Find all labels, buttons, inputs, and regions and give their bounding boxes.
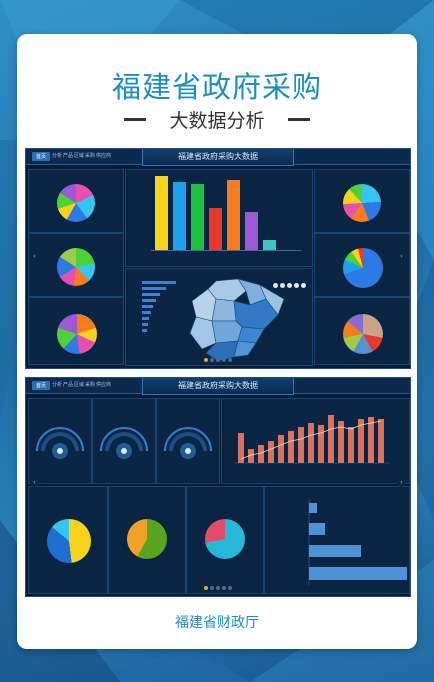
poster-subtitle: 大数据分析	[169, 110, 265, 132]
pager-dot[interactable]	[210, 358, 214, 362]
map-control-5-icon[interactable]	[301, 283, 306, 288]
nav-purchase[interactable]: 采购	[85, 153, 96, 159]
subtitle-dash-left	[124, 118, 147, 121]
nav-purchase[interactable]: 采购	[85, 382, 96, 388]
poster-card: 福建省政府采购 大数据分析 首页 分析 产品 区域 采购 供应商 福建省政府采购…	[17, 34, 417, 649]
pager-dot[interactable]	[228, 358, 232, 362]
pager-dot[interactable]	[204, 358, 208, 362]
gauge-panel-3	[156, 398, 220, 484]
combo-chart	[234, 415, 390, 464]
bottom-pie-panel-2	[108, 486, 186, 594]
pager-dot[interactable]	[228, 586, 232, 590]
gauge-panel-1	[28, 398, 92, 484]
pager-dot[interactable]	[210, 586, 214, 590]
pie-chart	[343, 314, 383, 354]
dashboard-2-title: 福建省政府采购大数据	[142, 378, 294, 395]
gauge-panel-2	[92, 398, 156, 484]
pager-dot[interactable]	[204, 586, 208, 590]
carousel-prev-icon[interactable]: ‹	[30, 478, 39, 487]
center-map-panel	[125, 268, 313, 366]
subtitle-row: 大数据分析	[17, 106, 417, 132]
bottom-pie-panel-1	[28, 486, 108, 594]
nav-supplier[interactable]: 供应商	[96, 153, 112, 159]
horizontal-bar-chart	[308, 499, 407, 585]
nav-supplier[interactable]: 供应商	[96, 382, 112, 388]
dashboard-1-title: 福建省政府采购大数据	[142, 149, 294, 166]
pager-dot[interactable]	[216, 358, 220, 362]
chart-bar	[209, 208, 222, 250]
center-bar-panel	[125, 169, 313, 267]
bottom-pie-panel-3	[186, 486, 264, 594]
chart-bar	[245, 212, 258, 250]
carousel-pager	[203, 575, 233, 594]
map-control-2-icon[interactable]	[280, 283, 285, 288]
left-panel-2	[28, 233, 124, 297]
pie-chart	[127, 519, 167, 559]
pie-chart	[343, 248, 383, 288]
x-axis	[151, 250, 301, 251]
fujian-map[interactable]	[186, 277, 306, 363]
nav-analysis[interactable]: 分析	[52, 382, 63, 388]
pie-chart	[57, 314, 97, 354]
pie-chart	[57, 248, 95, 286]
footer-org: 福建省财政厅	[175, 615, 259, 631]
carousel-next-icon[interactable]: ›	[397, 478, 406, 487]
carousel-prev-icon[interactable]: ‹	[30, 252, 39, 261]
pie-chart	[205, 519, 245, 559]
right-panel-3	[314, 297, 410, 365]
map-control-1-icon[interactable]	[273, 283, 278, 288]
map-ranking-bars	[142, 281, 176, 332]
dashboard-1-topbar: 首页 分析 产品 区域 采购 供应商 福建省政府采购大数据	[26, 149, 410, 166]
chart-bar	[173, 182, 186, 250]
subtitle-dash-right	[287, 118, 310, 121]
gauge-chart	[164, 427, 212, 459]
horizontal-bar-panel	[264, 486, 410, 594]
left-panel-3	[28, 297, 124, 365]
pager-dot[interactable]	[216, 586, 220, 590]
nav-region[interactable]: 区域	[74, 153, 85, 159]
gauge-chart	[36, 427, 84, 459]
map-control-3-icon[interactable]	[287, 283, 292, 288]
dashboard-screenshot-1: 首页 分析 产品 区域 采购 供应商 福建省政府采购大数据	[25, 148, 411, 369]
right-panel-1	[314, 169, 410, 233]
right-panel-2	[314, 233, 410, 297]
pie-chart	[343, 184, 381, 222]
nav-home[interactable]: 首页	[32, 152, 51, 161]
nav-product[interactable]: 产品	[63, 382, 74, 388]
chart-bar	[263, 240, 276, 250]
carousel-next-icon[interactable]: ›	[397, 252, 406, 261]
dashboard-screenshot-2: 首页 分析 产品 区域 采购 供应商 福建省政府采购大数据	[25, 377, 411, 597]
gauge-chart	[100, 427, 148, 459]
pager-dot[interactable]	[222, 358, 226, 362]
carousel-pager	[203, 347, 233, 366]
nav-analysis[interactable]: 分析	[52, 153, 63, 159]
chart-bar	[227, 180, 240, 250]
poster-title: 福建省政府采购	[111, 70, 322, 104]
chart-bar	[155, 176, 168, 250]
dashboard-2-topbar: 首页 分析 产品 区域 采购 供应商 福建省政府采购大数据	[26, 378, 410, 395]
pie-chart	[57, 184, 95, 222]
nav-product[interactable]: 产品	[63, 153, 74, 159]
pager-dot[interactable]	[222, 586, 226, 590]
nav-home[interactable]: 首页	[32, 381, 51, 390]
combo-chart-panel	[221, 398, 410, 484]
pie-chart	[47, 519, 91, 563]
map-controls	[271, 273, 306, 292]
chart-bar	[191, 184, 204, 250]
map-control-4-icon[interactable]	[294, 283, 299, 288]
left-panel-1	[28, 169, 124, 233]
nav-region[interactable]: 区域	[74, 382, 85, 388]
